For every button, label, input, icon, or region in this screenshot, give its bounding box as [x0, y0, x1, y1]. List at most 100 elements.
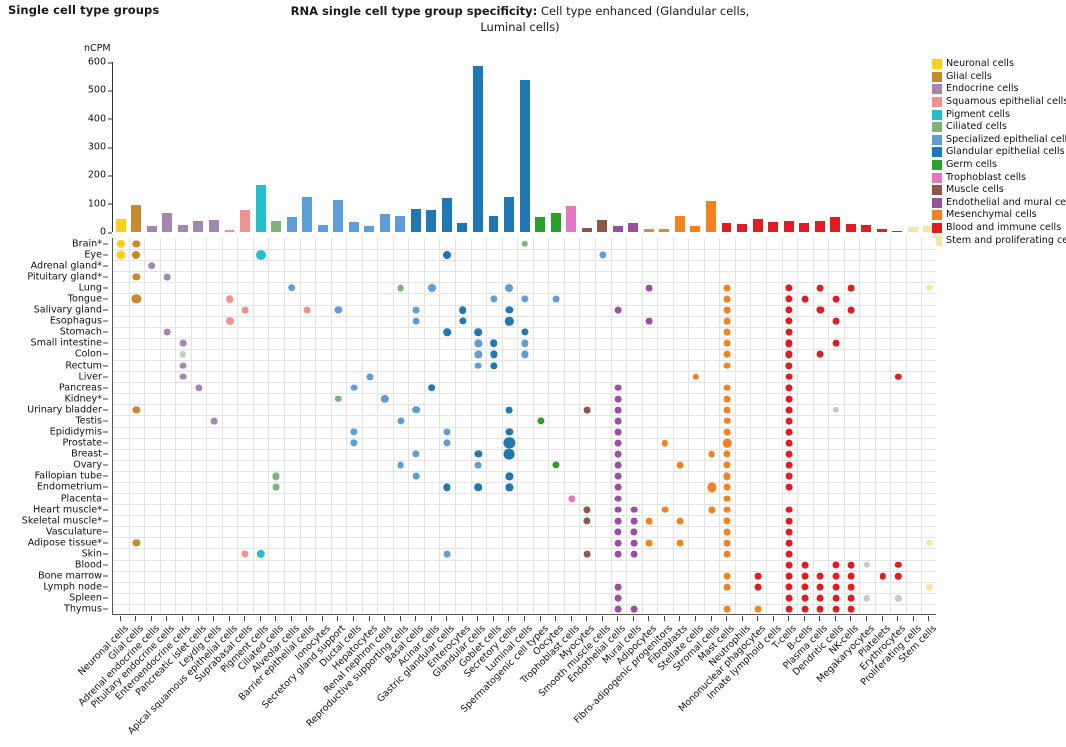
matrix-dot[interactable] — [241, 550, 249, 558]
matrix-dot[interactable] — [614, 495, 622, 502]
bar[interactable] — [379, 214, 390, 232]
bar[interactable] — [426, 210, 437, 232]
matrix-dot[interactable] — [210, 417, 218, 425]
matrix-dot[interactable] — [832, 406, 840, 414]
row-label[interactable]: Small intestine — [30, 337, 102, 349]
matrix-dot[interactable] — [785, 472, 793, 480]
matrix-dot[interactable] — [832, 583, 840, 591]
legend-item[interactable]: Specialized epithelial cells — [932, 134, 1066, 147]
legend-item[interactable]: Pigment cells — [932, 108, 1066, 121]
matrix-dot[interactable] — [427, 283, 436, 292]
bar[interactable] — [224, 229, 235, 232]
bar[interactable] — [566, 206, 577, 232]
matrix-dot[interactable] — [645, 317, 653, 325]
bar-slot[interactable] — [781, 62, 797, 232]
matrix-dot[interactable] — [474, 328, 483, 337]
row-label[interactable]: Testis — [75, 415, 102, 427]
bar[interactable] — [814, 221, 825, 232]
bar[interactable] — [597, 219, 608, 232]
bar-slot[interactable] — [812, 62, 828, 232]
matrix-dot[interactable] — [490, 295, 498, 303]
matrix-dot[interactable] — [785, 373, 793, 380]
matrix-dot[interactable] — [723, 284, 731, 292]
matrix-dot[interactable] — [630, 528, 638, 536]
matrix-dot[interactable] — [785, 406, 793, 414]
legend-item[interactable]: Muscle cells — [932, 184, 1066, 197]
legend-item[interactable]: Squamous epithelial cells — [932, 96, 1066, 109]
row-label[interactable]: Liver — [78, 371, 102, 383]
matrix-dot[interactable] — [723, 395, 731, 403]
bar-slot[interactable] — [734, 62, 750, 232]
matrix-dot[interactable] — [350, 439, 358, 447]
matrix-dot[interactable] — [132, 539, 140, 547]
row-label[interactable]: Skeletal muscle* — [21, 515, 102, 527]
bar-slot[interactable] — [672, 62, 688, 232]
matrix-dot[interactable] — [614, 450, 622, 458]
matrix-dot[interactable] — [241, 306, 249, 314]
matrix-dot[interactable] — [801, 594, 809, 602]
matrix-dot[interactable] — [132, 250, 141, 259]
bar-slot[interactable] — [330, 62, 346, 232]
matrix-dot[interactable] — [412, 306, 420, 314]
matrix-dot[interactable] — [785, 550, 793, 558]
matrix-dot[interactable] — [412, 317, 420, 325]
matrix-dot[interactable] — [926, 539, 933, 547]
bar-slot[interactable] — [237, 62, 253, 232]
row-label[interactable]: Urinary bladder — [27, 404, 102, 416]
legend-item[interactable]: Germ cells — [932, 159, 1066, 172]
matrix-dot[interactable] — [630, 506, 638, 514]
legend-item[interactable]: Blood and immune cells — [932, 222, 1066, 235]
bar-slot[interactable] — [517, 62, 533, 232]
matrix-dot[interactable] — [723, 384, 731, 392]
matrix-dot[interactable] — [832, 339, 840, 347]
row-label[interactable]: Prostate — [62, 437, 102, 449]
bar-slot[interactable] — [362, 62, 378, 232]
matrix-dot[interactable] — [723, 351, 731, 358]
bar-slot[interactable] — [796, 62, 812, 232]
matrix-dot[interactable] — [132, 406, 140, 414]
bar-slot[interactable] — [827, 62, 843, 232]
matrix-dot[interactable] — [614, 406, 622, 414]
bar[interactable] — [752, 219, 763, 232]
legend-item[interactable]: Glial cells — [932, 71, 1066, 84]
matrix-dot[interactable] — [614, 472, 622, 480]
matrix-dot[interactable] — [723, 450, 731, 458]
matrix-dot[interactable] — [661, 506, 669, 514]
matrix-dot[interactable] — [614, 428, 622, 436]
matrix-dot[interactable] — [334, 306, 343, 314]
bar[interactable] — [146, 225, 157, 232]
matrix-dot[interactable] — [785, 606, 793, 613]
matrix-dot[interactable] — [490, 339, 498, 348]
matrix-dot[interactable] — [723, 506, 731, 514]
row-label[interactable]: Adipose tissue* — [27, 537, 102, 549]
matrix-dot[interactable] — [179, 339, 187, 347]
bar[interactable] — [271, 221, 282, 232]
bar[interactable] — [162, 212, 173, 232]
bar-slot[interactable] — [393, 62, 409, 232]
matrix-dot[interactable] — [490, 350, 498, 359]
matrix-dot[interactable] — [287, 284, 296, 292]
bar-slot[interactable] — [439, 62, 455, 232]
bar[interactable] — [208, 220, 219, 232]
bar[interactable] — [333, 200, 344, 232]
matrix-dot[interactable] — [132, 273, 140, 281]
matrix-dot[interactable] — [894, 595, 902, 602]
matrix-dot[interactable] — [848, 572, 855, 580]
bar-slot[interactable] — [470, 62, 486, 232]
matrix-dot[interactable] — [723, 583, 731, 591]
matrix-dot[interactable] — [754, 583, 762, 591]
matrix-dot[interactable] — [443, 439, 451, 447]
bar-slot[interactable] — [688, 62, 704, 232]
bar-slot[interactable] — [455, 62, 471, 232]
matrix-dot[interactable] — [614, 594, 622, 602]
matrix-dot[interactable] — [677, 517, 684, 525]
matrix-dot[interactable] — [801, 606, 809, 613]
matrix-dot[interactable] — [785, 284, 793, 292]
bar[interactable] — [643, 229, 654, 232]
row-label[interactable]: Heart muscle* — [33, 504, 102, 516]
matrix-dot[interactable] — [785, 539, 793, 547]
matrix-dot[interactable] — [723, 362, 731, 369]
matrix-dot[interactable] — [706, 482, 717, 493]
bar[interactable] — [674, 216, 685, 232]
matrix-dot[interactable] — [412, 472, 420, 480]
